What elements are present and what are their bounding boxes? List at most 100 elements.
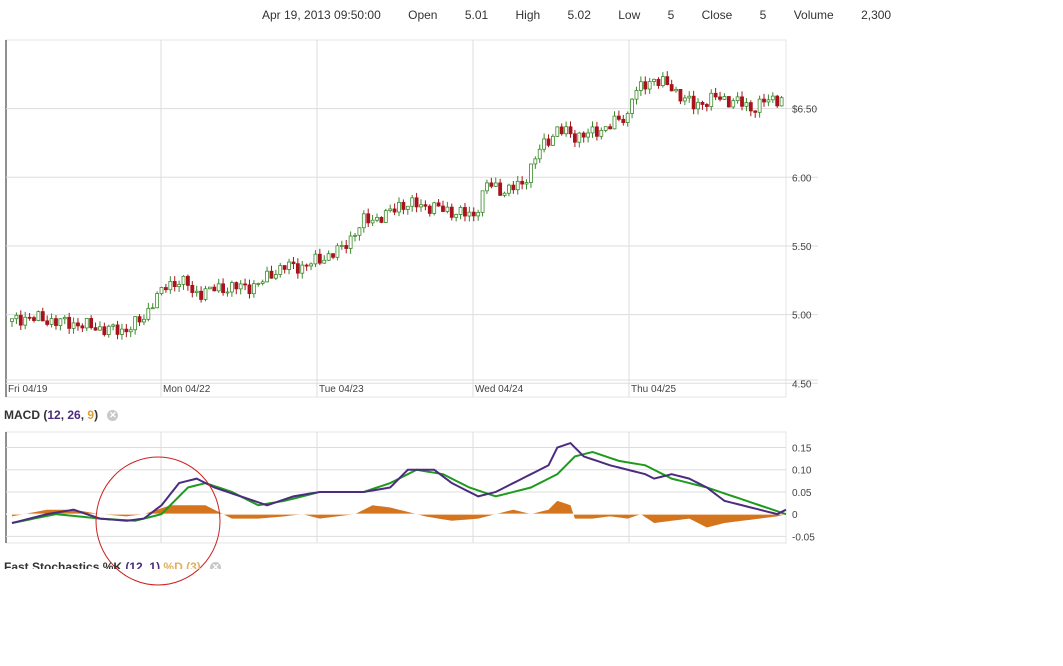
candle-body [18,314,23,326]
candle-body [493,182,498,187]
macd-param-slow: 26 [67,408,81,422]
macd-plot-frame [5,431,787,544]
candle-body [84,318,89,329]
candle-body [190,285,195,293]
highlight-circle [95,456,221,586]
candle-body [740,96,744,107]
candle-body [660,76,665,86]
candle-body [638,81,643,91]
candle-body [106,325,111,335]
candle-body [718,96,722,100]
candle-body [612,115,617,130]
candle-body [76,322,80,327]
candle-body [361,213,366,229]
price-y-tick-label: 6.00 [792,173,812,184]
price-y-tick-label: 5.00 [792,311,812,322]
candle-body [401,201,406,210]
price-grid [5,39,818,398]
macd-grid [5,431,787,544]
datetime-readout: Apr 19, 2013 09:50:00 [262,8,381,22]
candle-body [265,270,269,283]
candle-body [762,98,766,103]
candle-body [300,264,305,274]
candle-body [124,328,129,333]
candle-body [111,324,116,327]
stoch-name: Fast Stochastics %K [4,560,123,569]
candle-body [32,317,36,321]
candle-body [731,100,736,108]
ohlc-readout: Apr 19, 2013 09:50:00 Open 5.01 High 5.0… [262,8,915,22]
candle-body [678,89,683,102]
candle-body [445,206,450,212]
candle-body [194,290,199,293]
candle-body [247,284,252,295]
candle-body [14,314,19,320]
candle-body [278,265,283,275]
candle-body [537,148,542,160]
candle-body [62,316,67,320]
candle-body [419,204,423,208]
candle-body [542,138,547,150]
candle-body [137,316,142,323]
candle-body [335,245,340,258]
candle-body [388,208,393,211]
candle-body [423,204,428,207]
macd-y-tick-label: 0 [792,510,798,521]
candle-body [269,270,274,279]
candle-body [682,97,687,102]
candle-body [392,208,397,213]
candle-body [93,327,98,331]
candle-body [168,281,173,291]
candle-body [594,126,599,137]
candle-body [89,318,94,329]
price-y-labels: $6.50 6.00 5.50 5.00 4.50 [792,105,817,391]
candle-body [753,110,758,113]
price-y-tick-label: $6.50 [792,105,817,116]
candle-body [322,259,327,264]
candle-body [295,263,300,274]
candle-body [186,275,190,286]
candle-body [410,197,415,207]
candle-body [674,89,678,92]
candle-body [555,126,560,137]
candle-body [634,90,639,100]
candle-body [726,96,731,108]
candle-body [309,263,313,267]
candle-body [485,182,489,192]
candle-body [652,78,656,82]
candle-body [546,138,551,146]
candle-body [775,95,780,107]
candle-body [599,129,604,137]
candle-body [102,326,107,335]
candle-body [49,318,54,325]
candle-body [564,126,569,135]
candle-body [766,99,771,103]
price-x-labels: Fri 04/19 Mon 04/22 Tue 04/23 Wed 04/24 Thu … [8,384,676,395]
candle-body [551,135,555,146]
candle-body [243,283,247,286]
candle-body [177,284,182,288]
candle-body [155,293,160,309]
remove-stochastics-icon[interactable]: ✕ [210,562,222,569]
candle-body [744,102,749,107]
candle-body [234,282,239,290]
candle-body [67,316,72,329]
candle-body [199,290,204,300]
candle-body [379,217,384,223]
candle-body [713,92,718,98]
candle-body [704,104,709,107]
candle-body [225,291,230,294]
candle-body [23,316,28,326]
candle-body [414,197,419,208]
candle-body [146,307,151,320]
candle-body [722,96,727,100]
open-readout: Open 5.01 [408,8,489,22]
macd-y-tick-label: 0.10 [792,466,812,477]
candle-body [515,180,520,191]
candle-body [748,102,753,112]
candle-body [700,101,705,105]
macd-param-signal: 9 [87,408,95,422]
remove-macd-icon[interactable]: ✕ [107,410,119,422]
candle-body [133,316,138,331]
